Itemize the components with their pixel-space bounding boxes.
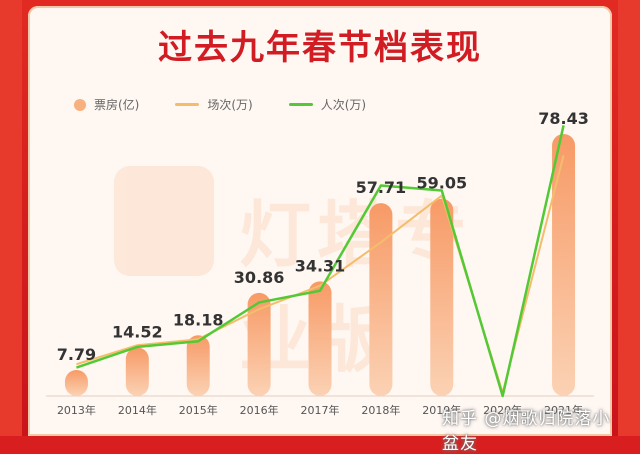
left-stripe <box>0 0 22 436</box>
legend-item-admissions: 人次(万) <box>288 96 367 113</box>
data-label-2016年: 30.86 <box>234 268 285 287</box>
x-tick-label-2013年: 2013年 <box>57 403 96 417</box>
data-label-2017年: 34.31 <box>295 256 346 275</box>
x-tick-label-2021年: 2021年 <box>544 403 583 417</box>
bar-2019年 <box>430 198 454 396</box>
right-stripe <box>618 0 640 436</box>
bar-2016年 <box>247 292 271 396</box>
data-label-2014年: 14.52 <box>112 322 163 341</box>
data-label-2015年: 18.18 <box>173 310 224 329</box>
legend: 票房(亿) 场次(万) 人次(万) <box>74 96 366 113</box>
bar-2015年 <box>186 335 210 396</box>
bar-2018年 <box>369 203 393 396</box>
x-tick-label-2018年: 2018年 <box>361 403 400 417</box>
data-label-2018年: 57.71 <box>356 178 407 197</box>
x-tick-label-2015年: 2015年 <box>179 403 218 417</box>
data-label-2021年: 78.43 <box>538 109 589 128</box>
x-tick-label-2017年: 2017年 <box>301 403 340 417</box>
legend-line-swatch-screenings <box>175 103 200 106</box>
data-label-2013年: 7.79 <box>57 345 96 364</box>
line-series-2 <box>76 125 565 398</box>
legend-bar-swatch <box>74 98 86 111</box>
bar-2014年 <box>125 347 149 396</box>
legend-label-admissions: 人次(万) <box>320 98 367 112</box>
data-label-2019年: 59.05 <box>416 174 467 193</box>
legend-line-swatch-admissions <box>288 103 313 106</box>
bar-2021年 <box>552 133 576 396</box>
chart-title: 过去九年春节档表现 <box>158 28 482 68</box>
legend-item-box-office: 票房(亿) <box>74 96 139 113</box>
bar-2013年 <box>64 369 88 396</box>
legend-label-screenings: 场次(万) <box>207 98 253 112</box>
bar-2017年 <box>308 281 332 396</box>
legend-item-screenings: 场次(万) <box>175 96 253 113</box>
zhihu-watermark-text: 知乎 @烟歌归院落小盆友 <box>442 409 611 454</box>
x-tick-label-2020年: 2020年 <box>483 403 522 417</box>
x-tick-label-2014年: 2014年 <box>118 403 157 417</box>
chart-card: 过去九年春节档表现 票房(亿) 场次(万) 人次(万) 灯塔专业版 7.7914… <box>28 6 612 454</box>
watermark-logo <box>114 166 214 276</box>
x-tick-label-2019年: 2019年 <box>422 403 461 417</box>
x-tick-label-2016年: 2016年 <box>240 403 279 417</box>
legend-label-box-office: 票房(亿) <box>94 98 140 112</box>
chart-plot: 7.79 14.52 18.18 30.86 34.31 57.71 59.05 78.43 2… <box>46 109 594 417</box>
